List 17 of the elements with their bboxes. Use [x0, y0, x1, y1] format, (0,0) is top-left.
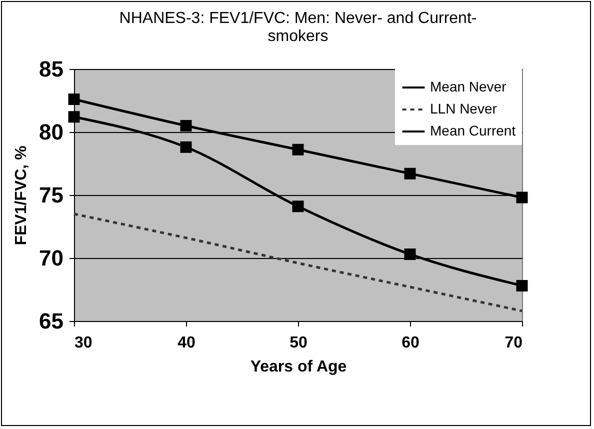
x-tick-label: 60 [402, 334, 420, 352]
y-tick-label: 70 [39, 246, 64, 270]
y-axis-title: FEV1/FVC, % [13, 146, 30, 246]
x-tick-label: 30 [74, 334, 92, 352]
x-tick-label: 50 [290, 334, 308, 352]
legend-label: Mean Never [430, 78, 507, 94]
y-tick-label: 85 [39, 56, 64, 82]
y-tick-label: 80 [39, 120, 64, 144]
x-axis-title: Years of Age [250, 358, 347, 376]
legend-label: Mean Current [430, 122, 516, 138]
chart-title: NHANES-3: FEV1/FVC: Men: Never- and Current-smokers [119, 10, 477, 45]
x-tick-label: 70 [504, 334, 523, 352]
legend-label: LLN Never [430, 100, 498, 116]
y-tick-label: 75 [39, 182, 64, 208]
x-tick-label: 40 [178, 334, 196, 352]
y-tick-label: 65 [39, 308, 64, 334]
line-series [72, 212, 524, 312]
